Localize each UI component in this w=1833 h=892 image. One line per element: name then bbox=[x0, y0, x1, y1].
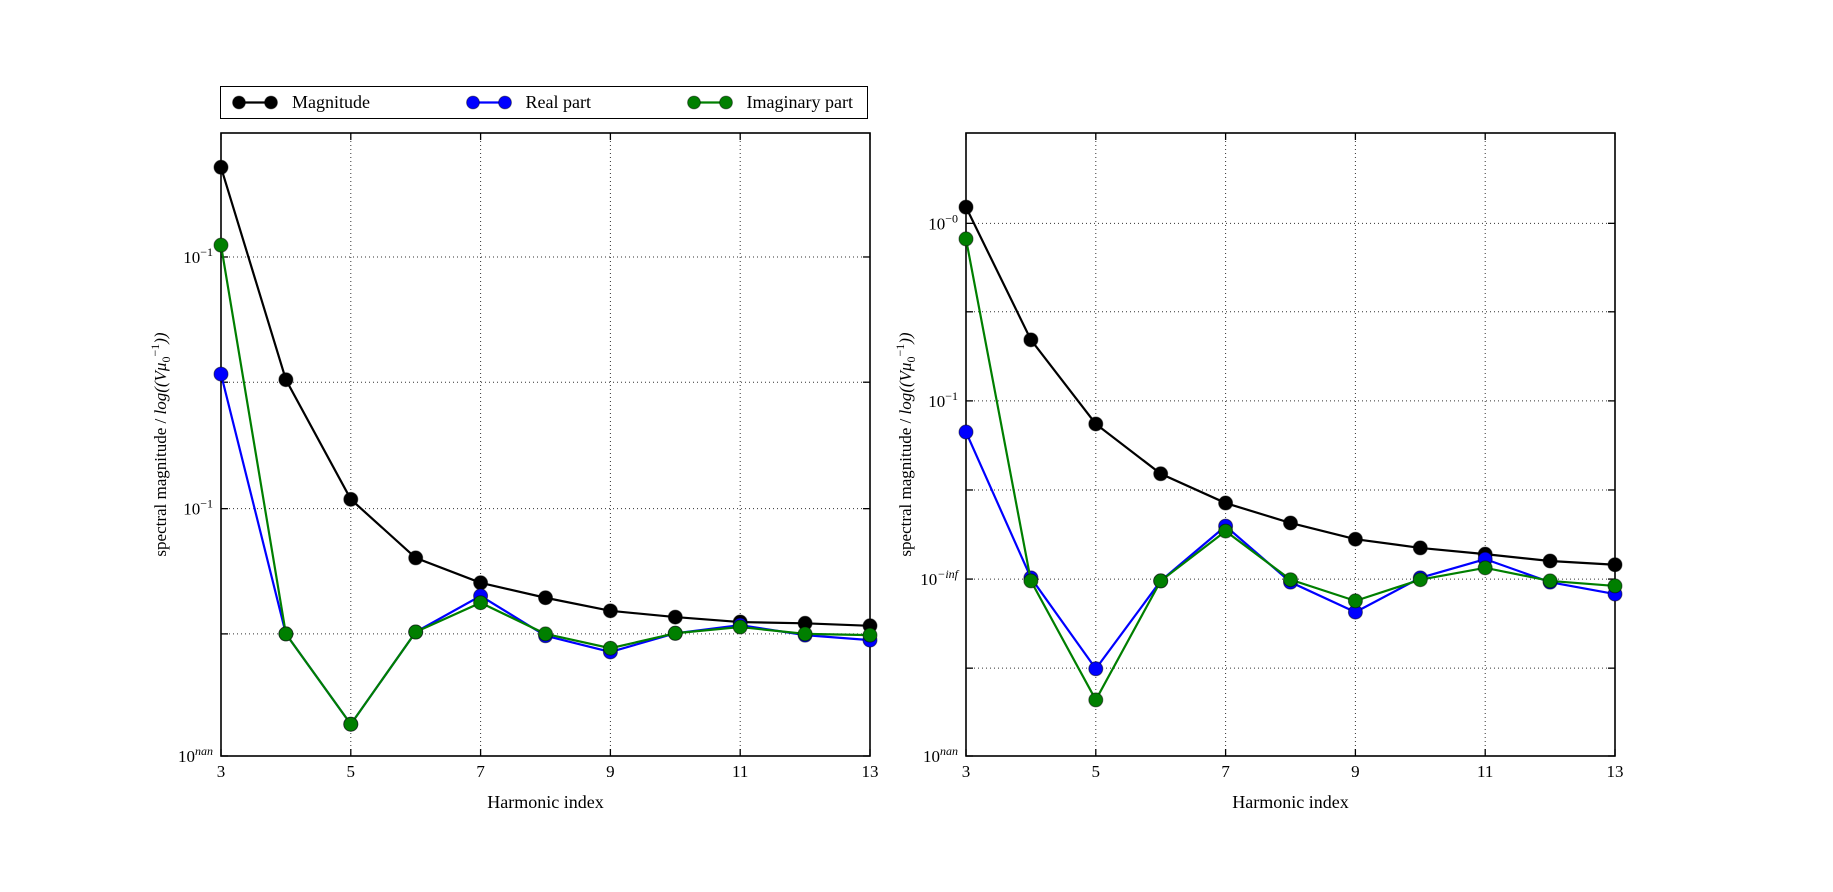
marker-magnitude bbox=[213, 159, 229, 175]
marker-imaginary-part bbox=[1607, 578, 1623, 594]
x-tick-label: 7 bbox=[476, 762, 485, 781]
x-tick-label: 9 bbox=[606, 762, 615, 781]
y-tick-label: 10−1 bbox=[183, 497, 213, 519]
marker-imaginary-part bbox=[1412, 572, 1428, 588]
x-tick-label: 3 bbox=[962, 762, 971, 781]
marker-imaginary-part bbox=[473, 595, 489, 611]
plot-border bbox=[965, 132, 1616, 757]
y-tick-label: 10−0 bbox=[928, 211, 958, 233]
x-tick-label: 11 bbox=[1477, 762, 1493, 781]
marker-imaginary-part bbox=[538, 626, 553, 642]
plot-border bbox=[220, 132, 871, 757]
x-tick-label: 3 bbox=[217, 762, 226, 781]
marker-magnitude bbox=[958, 199, 974, 215]
marker-real-part bbox=[958, 424, 974, 440]
marker-magnitude bbox=[538, 590, 553, 606]
legend-item-real-part: Real part bbox=[465, 92, 591, 113]
marker-imaginary-part bbox=[408, 624, 424, 640]
series-line-magnitude bbox=[219, 166, 871, 627]
x-tick-label: 9 bbox=[1351, 762, 1360, 781]
marker-imaginary-part bbox=[1218, 523, 1234, 539]
y-tick-label: 10nan bbox=[178, 744, 213, 766]
marker-magnitude bbox=[602, 603, 618, 619]
marker-imaginary-part bbox=[343, 716, 359, 732]
marker-magnitude bbox=[1218, 495, 1234, 511]
y-axis-label: spectral magnitude / log((Vμ0−1)) bbox=[148, 332, 173, 557]
x-axis-label: Harmonic index bbox=[1232, 792, 1348, 812]
series-line-imaginary-part bbox=[964, 238, 1616, 703]
marker-imaginary-part bbox=[278, 626, 294, 642]
x-tick-label: 11 bbox=[732, 762, 748, 781]
marker-magnitude bbox=[1347, 531, 1363, 547]
x-axis-label: Harmonic index bbox=[487, 792, 603, 812]
legend-label: Real part bbox=[525, 92, 592, 112]
marker-magnitude bbox=[1607, 557, 1623, 573]
marker-magnitude bbox=[1088, 416, 1104, 432]
marker-magnitude bbox=[1542, 553, 1558, 569]
legend-swatch-line-icon bbox=[465, 95, 512, 110]
marker-imaginary-part bbox=[1023, 573, 1039, 589]
legend-swatch-line-icon bbox=[686, 95, 733, 110]
marker-imaginary-part bbox=[602, 640, 618, 656]
marker-magnitude bbox=[343, 491, 359, 507]
legend-label: Magnitude bbox=[292, 92, 370, 112]
legend-item-imaginary-part: Imaginary part bbox=[686, 92, 853, 113]
marker-imaginary-part bbox=[1283, 572, 1298, 588]
y-axis-label: spectral magnitude / log((Vμ0−1)) bbox=[893, 332, 918, 557]
marker-imaginary-part bbox=[213, 237, 229, 253]
y-tick-label: 10−1 bbox=[928, 389, 958, 411]
marker-imaginary-part bbox=[1088, 692, 1104, 708]
x-tick-label: 5 bbox=[1092, 762, 1101, 781]
series-line-magnitude bbox=[965, 206, 1616, 566]
marker-real-part bbox=[213, 366, 229, 382]
series-line-real-part bbox=[964, 431, 1616, 671]
marker-imaginary-part bbox=[958, 231, 974, 247]
marker-imaginary-part bbox=[797, 626, 813, 642]
marker-magnitude bbox=[473, 575, 489, 591]
legend-label: Imaginary part bbox=[746, 92, 853, 112]
y-tick-label: 10−inf bbox=[920, 567, 959, 589]
marker-magnitude bbox=[667, 609, 683, 625]
x-tick-label: 13 bbox=[1607, 762, 1624, 781]
marker-imaginary-part bbox=[862, 627, 878, 643]
marker-imaginary-part bbox=[1347, 593, 1363, 609]
marker-magnitude bbox=[1153, 466, 1169, 482]
marker-magnitude bbox=[278, 372, 294, 388]
marker-imaginary-part bbox=[1542, 573, 1558, 589]
series-line-imaginary-part bbox=[219, 244, 871, 727]
marker-imaginary-part bbox=[1153, 573, 1169, 589]
marker-real-part bbox=[1088, 661, 1104, 677]
y-tick-label: 10nan bbox=[923, 744, 958, 766]
marker-imaginary-part bbox=[732, 619, 748, 635]
marker-imaginary-part bbox=[1477, 560, 1493, 576]
x-tick-label: 7 bbox=[1221, 762, 1230, 781]
marker-magnitude bbox=[1023, 332, 1039, 348]
y-tick-label: 10−1 bbox=[183, 245, 213, 267]
marker-magnitude bbox=[1412, 540, 1428, 556]
x-tick-label: 13 bbox=[862, 762, 879, 781]
legend-swatch-line-icon bbox=[232, 95, 278, 110]
marker-imaginary-part bbox=[667, 625, 683, 641]
marker-magnitude bbox=[408, 550, 424, 566]
legend: Magnitude Real part Imaginary part bbox=[220, 86, 868, 119]
legend-item-magnitude: Magnitude bbox=[231, 92, 370, 113]
series-line-real-part bbox=[219, 373, 871, 727]
x-tick-label: 5 bbox=[347, 762, 356, 781]
marker-magnitude bbox=[1283, 515, 1298, 531]
